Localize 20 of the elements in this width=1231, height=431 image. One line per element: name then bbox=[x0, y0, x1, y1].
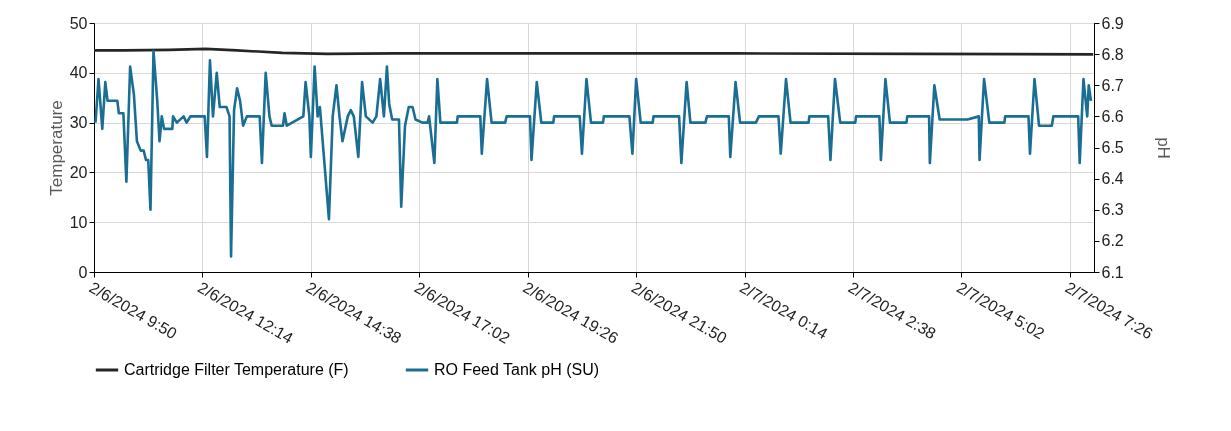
y-tick-label: 0 bbox=[78, 263, 88, 281]
y2-tick-label: 6.1 bbox=[1101, 263, 1124, 281]
y2-tick-label: 6.2 bbox=[1101, 232, 1124, 250]
y2-tick-label: 6.3 bbox=[1101, 201, 1124, 219]
y-tick-label: 40 bbox=[69, 64, 88, 82]
line-series bbox=[94, 49, 1093, 258]
y-tick-label: 10 bbox=[69, 213, 88, 231]
y-tick-label: 20 bbox=[69, 163, 88, 181]
y2-tick-label: 6.8 bbox=[1101, 45, 1124, 63]
y-axis-title: Temperature bbox=[46, 100, 66, 196]
legend-label: Cartridge Filter Temperature (F) bbox=[124, 361, 349, 378]
y2-tick-label: 6.4 bbox=[1101, 170, 1124, 188]
y2-tick-label: 6.5 bbox=[1101, 139, 1124, 156]
y2-tick-label: 6.7 bbox=[1101, 76, 1124, 94]
y2-tick-label: 6.9 bbox=[1101, 14, 1124, 32]
y2-axis-title: pH bbox=[1153, 137, 1173, 159]
legend-label: RO Feed Tank pH (SU) bbox=[434, 361, 600, 378]
y-tick-label: 50 bbox=[69, 14, 88, 32]
y-tick-label: 30 bbox=[69, 114, 88, 132]
y2-tick-label: 6.6 bbox=[1101, 107, 1124, 125]
